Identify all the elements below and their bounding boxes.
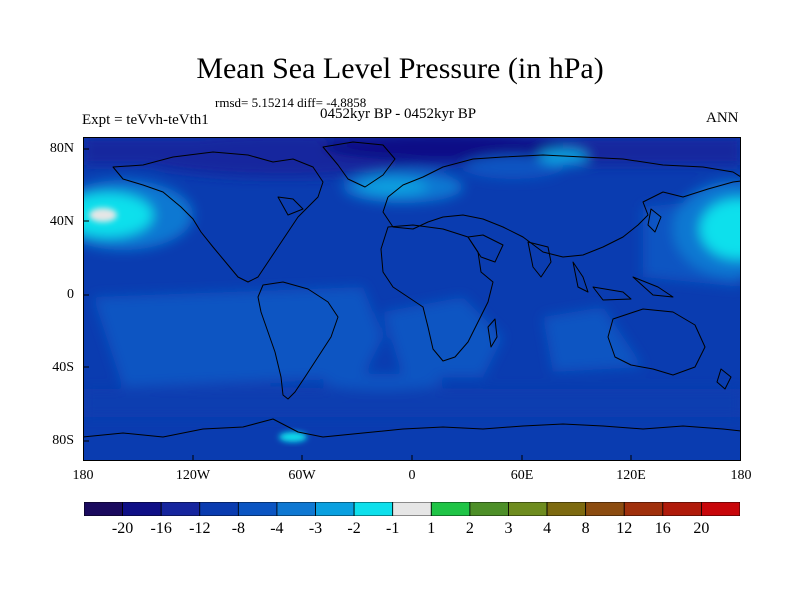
colorbar-swatch bbox=[430, 502, 471, 516]
lon-label-180e: 180 bbox=[730, 468, 752, 483]
colorbar-label: 3 bbox=[504, 520, 513, 537]
colorbar-swatch bbox=[84, 502, 123, 516]
colorbar-swatch bbox=[392, 502, 432, 516]
colorbar-swatch bbox=[508, 502, 548, 516]
plot-title: Mean Sea Level Pressure (in hPa) bbox=[196, 52, 604, 85]
colorbar-label: 20 bbox=[693, 520, 710, 537]
colorbar-label: -12 bbox=[189, 520, 211, 537]
colorbar-label: -3 bbox=[308, 520, 323, 537]
colorbar-swatch bbox=[237, 502, 278, 516]
lat-label-40n: 40N bbox=[49, 214, 74, 229]
coastlines bbox=[84, 141, 740, 438]
axis-ticks bbox=[83, 148, 741, 461]
colorbar-swatch bbox=[623, 502, 664, 516]
lon-label-0: 0 bbox=[408, 468, 416, 483]
colorbar-label: 12 bbox=[616, 520, 633, 537]
experiment-label: Expt = teVvh-teVth1 bbox=[82, 112, 209, 128]
lon-label-120e: 120E bbox=[616, 468, 646, 483]
lon-label-180w: 180 bbox=[72, 468, 94, 483]
colorbar-swatch bbox=[701, 502, 740, 516]
season-label: ANN bbox=[706, 110, 739, 126]
colorbar-label: 2 bbox=[465, 520, 474, 537]
colorbar-swatch bbox=[546, 502, 587, 516]
rmsd-diff-stats: rmsd= 5.15214 diff= -4.8858 bbox=[215, 95, 367, 110]
period-label: 0452kyr BP - 0452kyr BP bbox=[320, 106, 477, 122]
lat-label-80n: 80N bbox=[49, 141, 74, 156]
lat-label-80s: 80S bbox=[52, 433, 74, 448]
colorbar-swatch bbox=[199, 502, 239, 516]
colorbar-swatch bbox=[585, 502, 625, 516]
colorbar-swatch bbox=[353, 502, 394, 516]
colorbar-swatch bbox=[315, 502, 355, 516]
colorbar-swatch bbox=[469, 502, 509, 516]
lon-label-60w: 60W bbox=[288, 468, 316, 483]
colorbar-swatch bbox=[662, 502, 702, 516]
anomaly-contours bbox=[84, 138, 740, 417]
colorbar-swatch bbox=[160, 502, 201, 516]
colorbar-label: 4 bbox=[543, 520, 552, 537]
lon-label-60e: 60E bbox=[510, 468, 534, 483]
colorbar-label: -1 bbox=[386, 520, 400, 537]
colorbar bbox=[84, 502, 740, 516]
colorbar-label: -16 bbox=[150, 520, 172, 537]
max-anomaly-spot bbox=[89, 208, 117, 222]
colorbar-label: -20 bbox=[111, 520, 134, 537]
colorbar-label: -8 bbox=[231, 520, 246, 537]
colorbar-label: -2 bbox=[347, 520, 361, 537]
lon-label-120w: 120W bbox=[175, 468, 211, 483]
antarctic-anomaly-spot bbox=[279, 432, 307, 442]
colorbar-label: -4 bbox=[270, 520, 284, 537]
colorbar-label: 1 bbox=[427, 520, 436, 537]
colorbar-swatch bbox=[276, 502, 316, 516]
pressure-map bbox=[83, 137, 741, 461]
colorbar-label: 8 bbox=[581, 520, 590, 537]
colorbar-label: 16 bbox=[654, 520, 671, 537]
colorbar-swatch bbox=[122, 502, 162, 516]
lat-label-0: 0 bbox=[67, 287, 74, 302]
lat-label-40s: 40S bbox=[52, 360, 74, 375]
